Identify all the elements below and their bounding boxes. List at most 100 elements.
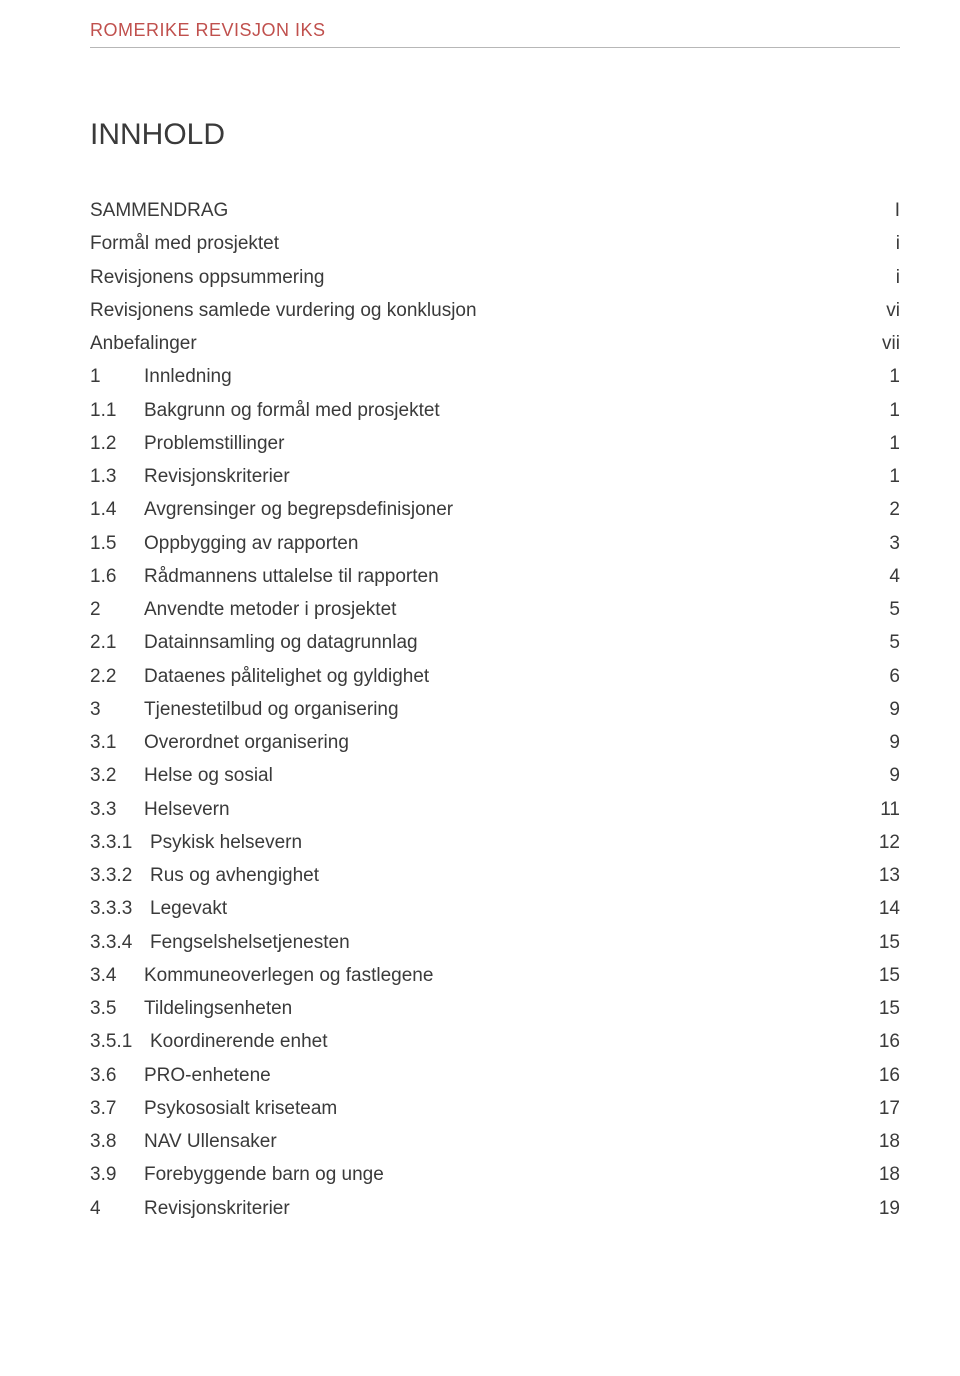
toc-entry-label: 2Anvendte metoder i prosjektet [90, 593, 852, 626]
toc-row: 1.1Bakgrunn og formål med prosjektet1 [90, 394, 900, 427]
toc-entry-label: Anbefalinger [90, 327, 852, 360]
toc-entry-number: 3.1 [90, 726, 144, 759]
toc-row: 3.3.2Rus og avhengighet 13 [90, 859, 900, 892]
toc-row: 3.9Forebyggende barn og unge18 [90, 1158, 900, 1191]
toc-entry-label: 1Innledning [90, 360, 852, 393]
toc-entry-page: 18 [852, 1158, 900, 1191]
toc-entry-text: SAMMENDRAG [90, 200, 228, 221]
toc-entry-page: 12 [852, 826, 900, 859]
toc-row: SAMMENDRAG I [90, 194, 900, 227]
toc-entry-number: 3.3.2 [90, 859, 150, 892]
toc-row: 1.2Problemstillinger1 [90, 427, 900, 460]
toc-entry-page: 11 [852, 793, 900, 826]
toc-entry-number: 2 [90, 593, 144, 626]
toc-entry-label: 3.3Helsevern [90, 793, 852, 826]
page-title: INNHOLD [90, 118, 900, 152]
toc-row: 3.7Psykososialt kriseteam17 [90, 1092, 900, 1125]
toc-entry-page: 17 [852, 1092, 900, 1125]
toc-entry-text: Avgrensinger og begrepsdefinisjoner [144, 499, 453, 520]
toc-entry-text: Oppbygging av rapporten [144, 533, 358, 554]
toc-entry-number: 3.2 [90, 759, 144, 792]
toc-entry-number: 1.1 [90, 394, 144, 427]
toc-entry-label: SAMMENDRAG [90, 194, 852, 227]
toc-entry-text: Rus og avhengighet [150, 865, 319, 886]
toc-entry-text: Formål med prosjektet [90, 233, 279, 254]
toc-entry-label: 2.1Datainnsamling og datagrunnlag [90, 626, 852, 659]
toc-entry-number: 3.8 [90, 1125, 144, 1158]
toc-entry-number: 3.3.1 [90, 826, 150, 859]
toc-entry-text: Anbefalinger [90, 333, 197, 354]
toc-entry-page: 2 [852, 493, 900, 526]
toc-entry-label: 1.2Problemstillinger [90, 427, 852, 460]
toc-entry-page: 15 [852, 959, 900, 992]
toc-entry-number: 1.6 [90, 560, 144, 593]
toc-entry-text: Overordnet organisering [144, 732, 349, 753]
toc-entry-label: 3.5.1Koordinerende enhet [90, 1025, 852, 1058]
toc-entry-label: 3.8NAV Ullensaker [90, 1125, 852, 1158]
toc-entry-number: 4 [90, 1192, 144, 1225]
toc-entry-text: Psykososialt kriseteam [144, 1098, 337, 1119]
toc-row: 2.1Datainnsamling og datagrunnlag5 [90, 626, 900, 659]
toc-entry-page: 19 [852, 1192, 900, 1225]
toc-entry-page: 4 [852, 560, 900, 593]
toc-entry-label: 3.6PRO-enhetene [90, 1059, 852, 1092]
toc-entry-text: Revisjonskriterier [144, 466, 290, 487]
toc-entry-number: 2.1 [90, 626, 144, 659]
toc-row: 3.3.1Psykisk helsevern12 [90, 826, 900, 859]
table-of-contents: SAMMENDRAGIFormål med prosjektetiRevisjo… [90, 194, 900, 1225]
toc-row: 3.4Kommuneoverlegen og fastlegene15 [90, 959, 900, 992]
toc-entry-text: Datainnsamling og datagrunnlag [144, 632, 418, 653]
toc-entry-label: Revisjonens oppsummering [90, 261, 852, 294]
toc-row: 1.5Oppbygging av rapporten3 [90, 527, 900, 560]
toc-entry-page: 13 [852, 859, 900, 892]
toc-row: 3.3.3Legevakt14 [90, 892, 900, 925]
toc-entry-text: Problemstillinger [144, 433, 284, 454]
toc-entry-label: 3Tjenestetilbud og organisering [90, 693, 852, 726]
toc-entry-label: 3.3.4Fengselshelsetjenesten [90, 926, 852, 959]
toc-entry-label: Revisjonens samlede vurdering og konklus… [90, 294, 852, 327]
toc-entry-number: 2.2 [90, 660, 144, 693]
toc-entry-label: 3.9Forebyggende barn og unge [90, 1158, 852, 1191]
toc-row: 1.4Avgrensinger og begrepsdefinisjoner2 [90, 493, 900, 526]
toc-entry-number: 3.3 [90, 793, 144, 826]
toc-entry-label: Formål med prosjektet [90, 227, 852, 260]
toc-entry-text: Dataenes pålitelighet og gyldighet [144, 666, 429, 687]
toc-entry-label: 3.4Kommuneoverlegen og fastlegene [90, 959, 852, 992]
toc-entry-label: 1.3Revisjonskriterier [90, 460, 852, 493]
toc-entry-text: Revisjonskriterier [144, 1198, 290, 1219]
toc-entry-number: 3 [90, 693, 144, 726]
toc-entry-text: Revisjonens oppsummering [90, 267, 324, 288]
toc-entry-number: 3.6 [90, 1059, 144, 1092]
toc-entry-page: 3 [852, 527, 900, 560]
toc-entry-text: Tildelingsenheten [144, 998, 292, 1019]
toc-entry-page: 16 [852, 1059, 900, 1092]
toc-entry-number: 3.3.4 [90, 926, 150, 959]
toc-entry-label: 1.4Avgrensinger og begrepsdefinisjoner [90, 493, 852, 526]
toc-entry-page: 1 [852, 360, 900, 393]
toc-row: Anbefalinger vii [90, 327, 900, 360]
toc-entry-page: 14 [852, 892, 900, 925]
toc-entry-label: 3.2Helse og sosial [90, 759, 852, 792]
toc-entry-text: PRO-enhetene [144, 1065, 271, 1086]
toc-entry-label: 3.1Overordnet organisering [90, 726, 852, 759]
toc-entry-page: 9 [852, 759, 900, 792]
toc-entry-page: I [852, 194, 900, 227]
toc-entry-page: 1 [852, 427, 900, 460]
toc-entry-label: 2.2Dataenes pålitelighet og gyldighet [90, 660, 852, 693]
document-page: ROMERIKE REVISJON IKS INNHOLD SAMMENDRAG… [0, 0, 960, 1376]
toc-entry-page: 18 [852, 1125, 900, 1158]
toc-entry-text: Fengselshelsetjenesten [150, 932, 350, 953]
toc-row: 1.6Rådmannens uttalelse til rapporten4 [90, 560, 900, 593]
toc-entry-page: 15 [852, 926, 900, 959]
toc-entry-page: 15 [852, 992, 900, 1025]
toc-entry-number: 3.5 [90, 992, 144, 1025]
toc-entry-page: 5 [852, 593, 900, 626]
toc-row: 3.3Helsevern11 [90, 793, 900, 826]
toc-entry-page: vii [852, 327, 900, 360]
toc-row: 3.5.1Koordinerende enhet16 [90, 1025, 900, 1058]
toc-row: 2Anvendte metoder i prosjektet5 [90, 593, 900, 626]
toc-row: 2.2Dataenes pålitelighet og gyldighet6 [90, 660, 900, 693]
toc-entry-text: Tjenestetilbud og organisering [144, 699, 399, 720]
toc-row: 3.3.4Fengselshelsetjenesten15 [90, 926, 900, 959]
toc-entry-label: 3.3.3Legevakt [90, 892, 852, 925]
